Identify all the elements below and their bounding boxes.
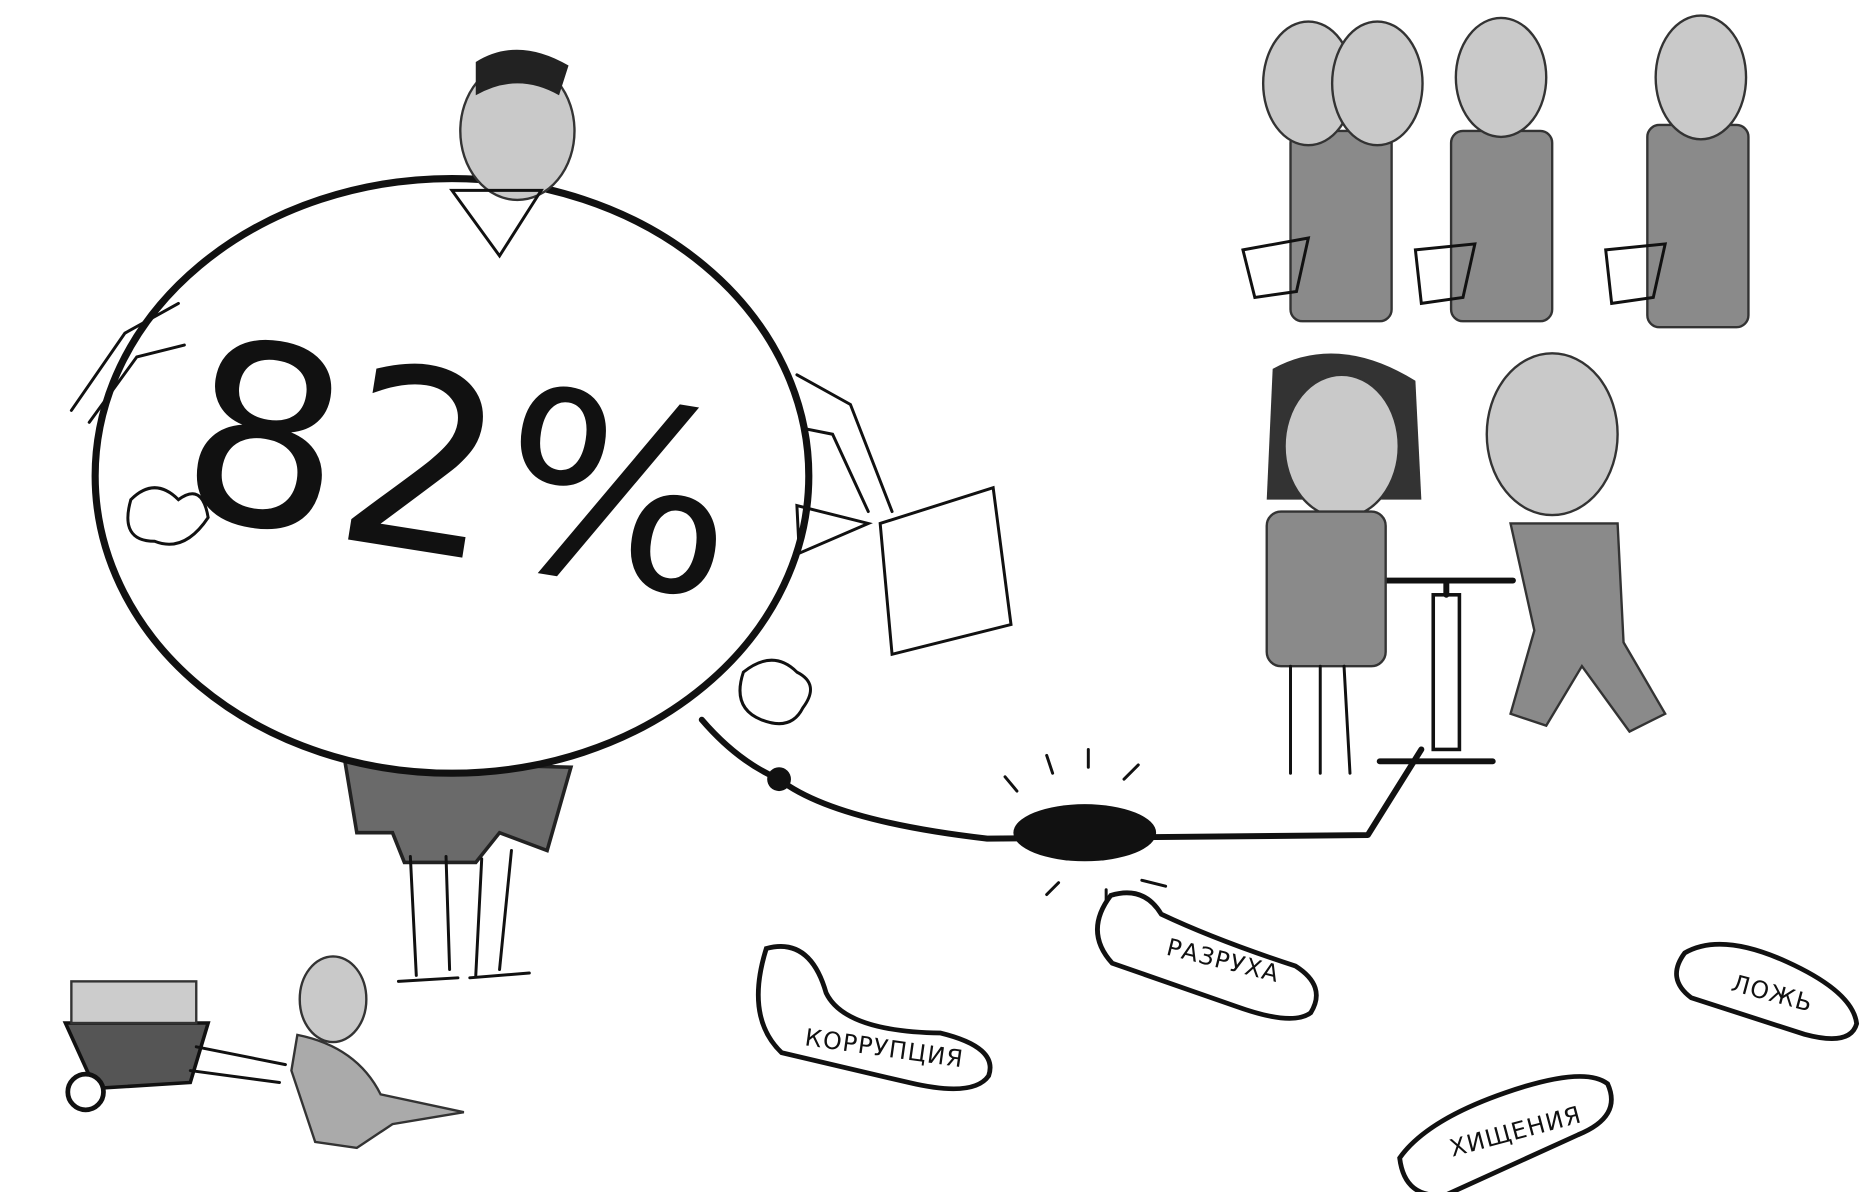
face xyxy=(1456,18,1546,137)
face xyxy=(1332,22,1422,146)
officials xyxy=(1243,16,1749,328)
cartoon: 82% xyxy=(0,0,1865,1192)
hose-knot xyxy=(767,767,791,791)
page: 82% xyxy=(0,0,1865,1192)
hose-bulge xyxy=(1013,804,1156,861)
suit xyxy=(1647,125,1748,327)
face xyxy=(1656,16,1746,140)
suit xyxy=(1267,512,1386,667)
face xyxy=(300,956,367,1042)
face xyxy=(1285,375,1399,518)
suit xyxy=(1451,131,1552,321)
pump-body xyxy=(1433,595,1459,750)
suit xyxy=(1291,131,1392,321)
face xyxy=(1487,353,1618,515)
money xyxy=(71,981,196,1023)
wheel xyxy=(68,1074,104,1110)
